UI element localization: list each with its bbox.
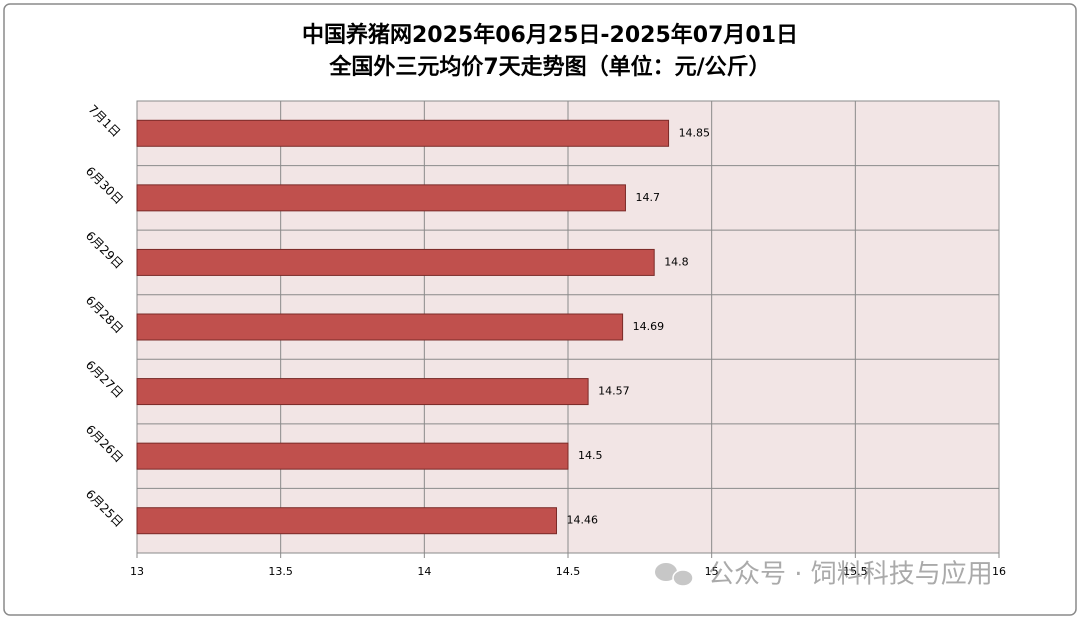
- bar: [136, 442, 569, 470]
- x-tick-label: 15: [705, 565, 719, 578]
- x-tick-label: 16: [992, 565, 1006, 578]
- x-tick-label: 14: [417, 565, 431, 578]
- x-tick-label: 14.5: [556, 565, 581, 578]
- bar: [136, 184, 626, 212]
- chart-title: 中国养猪网2025年06月25日-2025年07月01日: [302, 22, 798, 48]
- x-tick-label: 13: [130, 565, 144, 578]
- value-label: 14.46: [567, 514, 599, 527]
- chart-subtitle: 全国外三元均价7天走势图（单位：元/公斤）: [328, 54, 770, 80]
- watermark: 公众号 · 饲料科技与应用: [655, 560, 993, 590]
- value-label: 14.69: [633, 320, 665, 333]
- value-label: 14.5: [578, 449, 603, 462]
- bar: [136, 378, 589, 406]
- value-label: 14.7: [635, 191, 660, 204]
- bar: [136, 248, 655, 276]
- value-label: 14.57: [598, 385, 630, 398]
- watermark-text: 公众号 · 饲料科技与应用: [708, 560, 993, 590]
- value-label: 14.8: [664, 255, 689, 268]
- x-tick-label: 15.5: [843, 565, 868, 578]
- bar: [136, 313, 624, 341]
- bar: [136, 119, 670, 147]
- x-tick-label: 13.5: [268, 565, 293, 578]
- bar: [136, 507, 558, 535]
- value-label: 14.85: [679, 126, 711, 139]
